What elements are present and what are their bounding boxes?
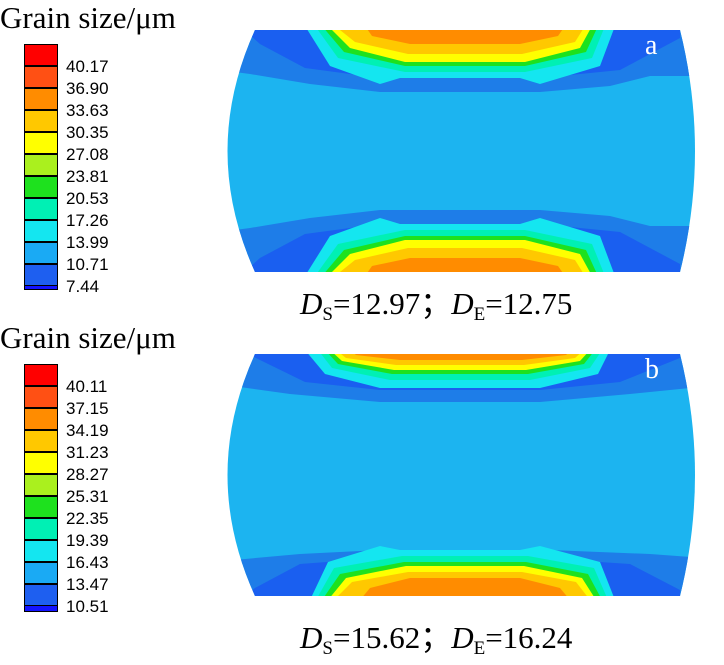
legend-a-swatch-2 (24, 66, 58, 88)
legend-a-label-6: 23.81 (66, 167, 109, 186)
legend-b-swatch-10 (24, 562, 58, 584)
panel-b-caption: DS=15.62；DE=16.24 (300, 620, 573, 659)
legend-a-swatch-3 (24, 88, 58, 110)
legend-a-label-5: 27.08 (66, 145, 109, 164)
legend-a-label-3: 33.63 (66, 101, 109, 120)
panel-a-legend: 40.17 36.90 33.63 30.35 27.08 23.81 20.5… (24, 44, 109, 295)
panel-a-caption: DS=12.97；DE=12.75 (300, 286, 573, 325)
legend-a-swatch-11 (24, 264, 58, 286)
legend-b-swatch-3 (24, 408, 58, 430)
legend-a-swatch-7 (24, 176, 58, 198)
legend-a-swatch-10 (24, 242, 58, 264)
legend-b-swatch-8 (24, 518, 58, 540)
legend-a-swatch-12 (24, 286, 58, 290)
legend-a-label-9: 13.99 (66, 233, 109, 252)
legend-b-label-9: 16.43 (66, 553, 109, 572)
legend-a-swatch-6 (24, 154, 58, 176)
specimen-a-top-orange (365, 30, 565, 44)
legend-b-label-8: 19.39 (66, 531, 109, 550)
legend-b-label-1: 40.11 (66, 377, 108, 396)
specimen-b-bottom-orange (360, 578, 570, 596)
panel-a-letter: a (645, 30, 658, 61)
legend-a-label-2: 36.90 (66, 79, 109, 98)
legend-a-label-10: 10.71 (66, 255, 109, 274)
panel-a-title: Grain size/μm (0, 0, 176, 35)
specimen-a-bottom-orange (365, 258, 565, 272)
legend-a-label-1: 40.17 (66, 57, 109, 76)
legend-b-label-3: 34.19 (66, 421, 109, 440)
legend-b-swatch-9 (24, 540, 58, 562)
panel-a-specimen-contour (227, 30, 695, 272)
legend-b-label-5: 28.27 (66, 465, 109, 484)
panel-b-legend: 40.11 37.15 34.19 31.23 28.27 25.31 22.3… (24, 364, 109, 615)
panel-b-letter: b (645, 354, 659, 385)
legend-a-label-8: 17.26 (66, 211, 109, 230)
legend-a-label-11: 7.44 (66, 277, 100, 296)
legend-a-swatch-5 (24, 132, 58, 154)
legend-b-label-2: 37.15 (66, 399, 109, 418)
legend-b-swatch-6 (24, 474, 58, 496)
panel-b-title: Grain size/μm (0, 320, 176, 355)
legend-b-swatch-12 (24, 606, 58, 612)
legend-b-swatch-2 (24, 386, 58, 408)
legend-b-swatch-5 (24, 452, 58, 474)
legend-b-swatch-1 (24, 364, 58, 386)
legend-b-swatch-7 (24, 496, 58, 518)
legend-b-label-10: 13.47 (66, 575, 109, 594)
legend-a-swatch-1 (24, 44, 58, 66)
legend-b-label-11: 10.51 (66, 597, 109, 616)
legend-b-label-7: 22.35 (66, 509, 109, 528)
legend-b-label-6: 25.31 (66, 487, 109, 506)
legend-a-swatch-4 (24, 110, 58, 132)
legend-b-swatch-4 (24, 430, 58, 452)
legend-b-swatch-11 (24, 584, 58, 606)
legend-a-swatch-8 (24, 198, 58, 220)
legend-a-swatch-9 (24, 220, 58, 242)
legend-a-label-7: 20.53 (66, 189, 109, 208)
legend-a-label-4: 30.35 (66, 123, 109, 142)
specimen-b-top-orange (350, 354, 572, 360)
panel-b-specimen-contour (227, 354, 695, 596)
legend-b-label-4: 31.23 (66, 443, 109, 462)
